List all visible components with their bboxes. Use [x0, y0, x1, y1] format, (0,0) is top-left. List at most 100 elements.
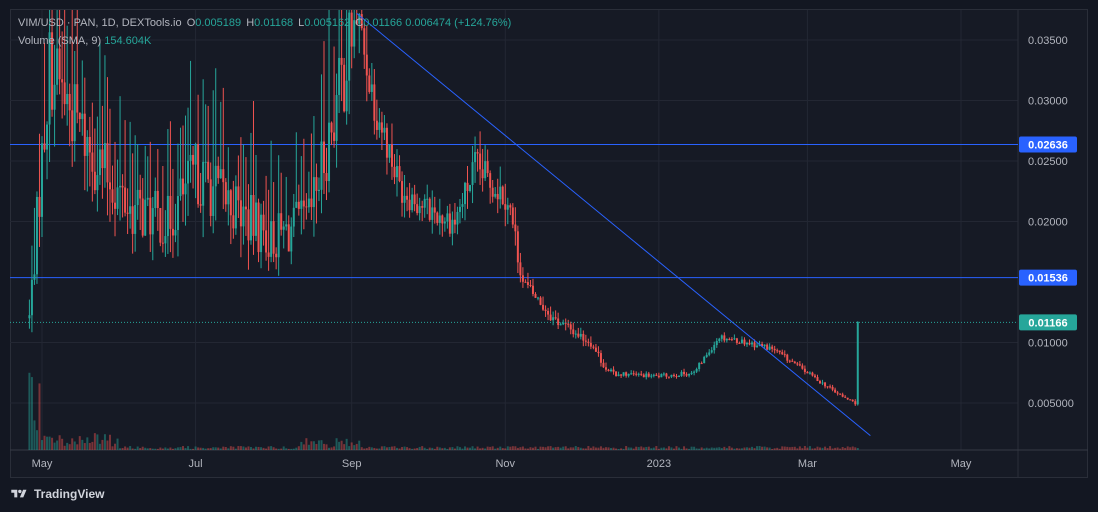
- candle-body: [297, 201, 300, 209]
- candle-body: [856, 321, 859, 405]
- candle-body: [277, 213, 280, 258]
- high-value: 0.01168: [254, 17, 294, 29]
- volume-bar: [461, 448, 464, 450]
- volume-bar: [184, 448, 187, 450]
- ohlc-legend: VIM/USD · PAN, 1D, DEXTools.io O0.005189…: [18, 17, 511, 29]
- volume-bar: [385, 447, 388, 450]
- candle-body: [302, 200, 305, 207]
- volume-bar: [78, 436, 81, 450]
- volume-bar: [501, 448, 504, 450]
- candle-body: [798, 364, 801, 366]
- volume-bar: [396, 447, 399, 450]
- volume-bar: [481, 447, 484, 450]
- candle-body: [667, 376, 670, 378]
- candle-body: [146, 197, 149, 200]
- candle-body: [834, 389, 837, 393]
- volume-bar: [808, 446, 811, 450]
- volume-bar: [622, 448, 625, 450]
- candle-body: [813, 375, 816, 378]
- candle-body: [290, 226, 293, 252]
- volume-bar: [338, 441, 341, 450]
- candle-body: [617, 374, 620, 377]
- candle-body: [781, 352, 784, 355]
- candle-body: [151, 208, 154, 235]
- candle-body: [187, 160, 190, 184]
- volume-bar: [846, 446, 849, 450]
- candle-body: [486, 161, 489, 174]
- volume-bar: [672, 448, 675, 450]
- volume-bar: [730, 447, 733, 450]
- x-tick-label: May: [32, 458, 53, 470]
- volume-bar: [615, 448, 618, 450]
- volume-bar: [126, 447, 129, 450]
- candle-body: [328, 122, 331, 182]
- candle-body: [690, 372, 693, 374]
- candle-body: [396, 166, 399, 178]
- candle-body: [86, 136, 89, 156]
- volume-bar: [176, 447, 179, 450]
- candle-body: [491, 187, 494, 197]
- candle-body: [280, 213, 283, 230]
- trendline[interactable]: [356, 12, 871, 437]
- volume-bar: [844, 447, 847, 450]
- volume-bar: [290, 448, 293, 450]
- candle-body: [703, 356, 706, 364]
- volume-bar: [270, 446, 273, 450]
- candle-body: [808, 372, 811, 374]
- volume-bar: [58, 435, 61, 450]
- candle-body: [713, 345, 716, 351]
- volume-bar: [43, 435, 46, 450]
- candle-body: [169, 195, 172, 229]
- volume-bar: [557, 446, 560, 450]
- candle-body: [66, 93, 69, 105]
- x-tick-label: 2023: [647, 458, 671, 470]
- candle-body: [305, 206, 308, 208]
- candle-body: [642, 374, 645, 378]
- candle-body: [610, 369, 613, 372]
- volume-bar: [642, 447, 645, 450]
- chart-panel[interactable]: [10, 9, 1088, 478]
- volume-bar: [438, 447, 441, 450]
- volume-bar: [257, 446, 260, 450]
- candle-body: [851, 399, 854, 402]
- candle-body: [806, 371, 809, 374]
- volume-bar: [650, 448, 653, 450]
- volume-label[interactable]: Volume (SMA, 9): [18, 35, 102, 47]
- candle-body: [365, 54, 368, 76]
- volume-bar: [423, 447, 426, 450]
- volume-bar: [821, 447, 824, 450]
- candle-body: [587, 341, 590, 343]
- symbol-title[interactable]: VIM/USD · PAN, 1D, DEXTools.io: [18, 17, 182, 29]
- candle-body: [494, 193, 497, 197]
- volume-bar: [627, 447, 630, 450]
- volume-bar: [249, 447, 252, 450]
- candle-body: [526, 282, 529, 285]
- candle-body: [98, 149, 101, 176]
- candles-group[interactable]: [28, 0, 859, 450]
- candle-body: [156, 190, 159, 208]
- volume-bar: [788, 447, 791, 450]
- volume-bar: [411, 448, 414, 450]
- volume-bar: [370, 447, 373, 450]
- candle-body: [78, 112, 81, 120]
- volume-bar: [76, 444, 79, 450]
- candle-body: [652, 374, 655, 376]
- candle-body: [247, 209, 250, 241]
- candle-body: [212, 186, 215, 216]
- y-tick-label: 0.02000: [1028, 217, 1068, 229]
- candle-body: [295, 201, 298, 208]
- candle-body: [421, 206, 424, 208]
- volume-bar: [111, 446, 114, 450]
- volume-bar: [131, 448, 134, 450]
- tradingview-branding[interactable]: TradingView: [10, 485, 104, 503]
- volume-bar: [380, 446, 383, 450]
- volume-bar: [813, 448, 816, 450]
- volume-bar: [471, 446, 474, 450]
- volume-bar: [416, 448, 419, 450]
- candle-body: [416, 204, 419, 214]
- candle-body: [217, 165, 220, 179]
- candle-body: [114, 202, 117, 209]
- volume-bar: [680, 448, 683, 450]
- volume-bar: [504, 448, 507, 450]
